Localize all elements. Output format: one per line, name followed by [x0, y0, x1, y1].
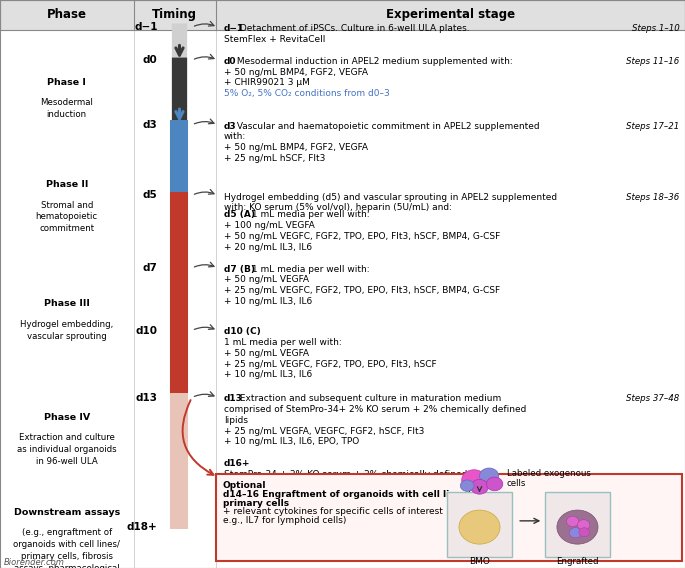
Text: Steps 18–36: Steps 18–36	[626, 193, 680, 202]
Text: StemPro-34 + 2% KO serum + 2% chemically defined lipids: StemPro-34 + 2% KO serum + 2% chemically…	[224, 470, 495, 479]
Text: + relevant cytokines for specific cells of interest: + relevant cytokines for specific cells …	[223, 507, 443, 516]
Text: + 10 ng/mL IL3, IL6: + 10 ng/mL IL3, IL6	[224, 370, 312, 379]
Text: + Optional additional relevant cytokines for specific assays: + Optional additional relevant cytokines…	[224, 491, 493, 500]
Text: Mesodermal induction in APEL2 medium supplemented with:: Mesodermal induction in APEL2 medium sup…	[234, 57, 512, 66]
Text: d3: d3	[142, 120, 158, 130]
Text: Steps 11–16: Steps 11–16	[626, 57, 680, 66]
Text: + 25 ng/mL VEGFA, VEGFC, FGF2, hSCF, Flt3: + 25 ng/mL VEGFA, VEGFC, FGF2, hSCF, Flt…	[224, 427, 425, 436]
Text: Engrafted
organoids: Engrafted organoids	[556, 557, 599, 568]
Text: + 5 ng/mL EPO + 1 ng/mL TPO: + 5 ng/mL EPO + 1 ng/mL TPO	[224, 481, 363, 490]
Text: Extraction and subsequent culture in maturation medium: Extraction and subsequent culture in mat…	[238, 394, 501, 403]
Text: d−1: d−1	[224, 24, 244, 33]
Text: Timing: Timing	[152, 9, 197, 21]
Text: Phase II: Phase II	[46, 180, 88, 189]
Text: e.g., IL7 for lymphoid cells): e.g., IL7 for lymphoid cells)	[223, 516, 346, 525]
Text: Hydrogel embedding (d5) and vascular sprouting in APEL2 supplemented: Hydrogel embedding (d5) and vascular spr…	[224, 193, 557, 202]
Text: + 50 ng/mL BMP4, FGF2, VEGFA: + 50 ng/mL BMP4, FGF2, VEGFA	[224, 143, 368, 152]
Text: + 50 ng/mL BMP4, FGF2, VEGFA: + 50 ng/mL BMP4, FGF2, VEGFA	[224, 68, 368, 77]
Text: 1 mL media per well with:: 1 mL media per well with:	[224, 338, 342, 347]
Text: Extraction and culture
as individual organoids
in 96-well ULA: Extraction and culture as individual org…	[17, 433, 116, 466]
Text: Vascular and haematopoietic commitment in APEL2 supplemented: Vascular and haematopoietic commitment i…	[234, 122, 539, 131]
Circle shape	[579, 528, 590, 537]
Text: d10 (C): d10 (C)	[224, 327, 261, 336]
FancyBboxPatch shape	[0, 0, 685, 30]
Text: 1 mL media per well with:: 1 mL media per well with:	[249, 265, 369, 274]
Text: Phase: Phase	[47, 9, 87, 21]
Text: primary cells: primary cells	[223, 499, 289, 508]
Text: + 25 ng/mL VEGFC, FGF2, TPO, EPO, Flt3, hSCF: + 25 ng/mL VEGFC, FGF2, TPO, EPO, Flt3, …	[224, 360, 436, 369]
Text: d−1: d−1	[134, 22, 158, 32]
Text: lipids: lipids	[224, 416, 248, 425]
FancyBboxPatch shape	[216, 474, 682, 561]
Text: d10: d10	[136, 325, 158, 336]
Text: with: KO serum (5% vol/vol), heparin (5U/mL) and:: with: KO serum (5% vol/vol), heparin (5U…	[224, 203, 452, 212]
Text: comprised of StemPro-34+ 2% KO serum + 2% chemically defined: comprised of StemPro-34+ 2% KO serum + 2…	[224, 405, 526, 414]
Text: Optional: Optional	[223, 481, 266, 490]
Text: Downstream assays: Downstream assays	[14, 508, 120, 517]
Text: Stromal and
hematopoietic
commitment: Stromal and hematopoietic commitment	[36, 201, 98, 233]
Text: d7 (B): d7 (B)	[224, 265, 255, 274]
Circle shape	[479, 468, 499, 484]
Text: 1 mL media per well with:: 1 mL media per well with:	[249, 210, 369, 219]
Text: + 50 ng/mL VEGFC, FGF2, TPO, EPO, Flt3, hSCF, BMP4, G-CSF: + 50 ng/mL VEGFC, FGF2, TPO, EPO, Flt3, …	[224, 232, 500, 241]
Text: BMO: BMO	[469, 557, 490, 566]
Text: Biorender.com: Biorender.com	[3, 558, 64, 567]
Text: Phase IV: Phase IV	[44, 413, 90, 422]
Text: d3: d3	[224, 122, 236, 131]
FancyBboxPatch shape	[545, 492, 610, 557]
Text: Steps 37–48: Steps 37–48	[626, 394, 680, 403]
Text: Mesodermal
induction: Mesodermal induction	[40, 98, 93, 119]
Circle shape	[569, 528, 582, 538]
Text: (e.g., engraftment of
organoids with cell lines/
primary cells, fibrosis
assays,: (e.g., engraftment of organoids with cel…	[13, 528, 121, 568]
Text: + 25 ng/mL hSCF, Flt3: + 25 ng/mL hSCF, Flt3	[224, 154, 325, 163]
Text: + 50 ng/mL VEGFA: + 50 ng/mL VEGFA	[224, 349, 309, 358]
Circle shape	[486, 477, 503, 491]
Text: d14–16 Engraftment of organoids with cell lines/: d14–16 Engraftment of organoids with cel…	[223, 490, 470, 499]
Text: d18+: d18+	[127, 521, 158, 532]
Circle shape	[460, 480, 474, 491]
Text: with:: with:	[224, 132, 246, 141]
Text: + 20 ng/mL IL3, IL6: + 20 ng/mL IL3, IL6	[224, 243, 312, 252]
Circle shape	[557, 510, 598, 544]
Text: Steps 1–10: Steps 1–10	[632, 24, 680, 33]
Circle shape	[471, 479, 488, 494]
Text: Phase III: Phase III	[44, 299, 90, 308]
Text: StemFlex + RevitaCell: StemFlex + RevitaCell	[224, 35, 325, 44]
Circle shape	[459, 510, 500, 544]
Text: Hydrogel embedding,
vascular sprouting: Hydrogel embedding, vascular sprouting	[20, 320, 114, 341]
Text: d13: d13	[136, 392, 158, 403]
Text: + 25 ng/mL VEGFC, FGF2, TPO, EPO, Flt3, hSCF, BMP4, G-CSF: + 25 ng/mL VEGFC, FGF2, TPO, EPO, Flt3, …	[224, 286, 500, 295]
Text: d5: d5	[142, 190, 158, 201]
Circle shape	[577, 520, 590, 530]
Text: d0: d0	[142, 55, 158, 65]
Text: d0: d0	[224, 57, 236, 66]
Text: d13: d13	[224, 394, 243, 403]
Circle shape	[462, 470, 486, 490]
FancyBboxPatch shape	[447, 492, 512, 557]
Text: Experimental stage: Experimental stage	[386, 9, 515, 21]
Text: + 50 ng/mL VEGFA: + 50 ng/mL VEGFA	[224, 275, 309, 285]
Text: d7: d7	[142, 263, 158, 273]
Text: Phase I: Phase I	[47, 78, 86, 87]
Text: + 10 ng/mL IL3, IL6, EPO, TPO: + 10 ng/mL IL3, IL6, EPO, TPO	[224, 437, 359, 446]
Text: + CHIR99021 3 μM: + CHIR99021 3 μM	[224, 78, 310, 87]
Circle shape	[566, 516, 579, 527]
Text: Labeled exogenous
cells: Labeled exogenous cells	[507, 469, 590, 488]
Text: 5% O₂, 5% CO₂ conditions from d0–3: 5% O₂, 5% CO₂ conditions from d0–3	[224, 89, 390, 98]
Text: d16+: d16+	[224, 459, 251, 468]
Text: + 10 ng/mL IL3, IL6: + 10 ng/mL IL3, IL6	[224, 297, 312, 306]
Text: d5 (A): d5 (A)	[224, 210, 255, 219]
Text: + 100 ng/mL VEGFA: + 100 ng/mL VEGFA	[224, 221, 314, 230]
Text: Steps 17–21: Steps 17–21	[626, 122, 680, 131]
Text: Detachment of iPSCs. Culture in 6-well ULA plates.: Detachment of iPSCs. Culture in 6-well U…	[238, 24, 470, 33]
